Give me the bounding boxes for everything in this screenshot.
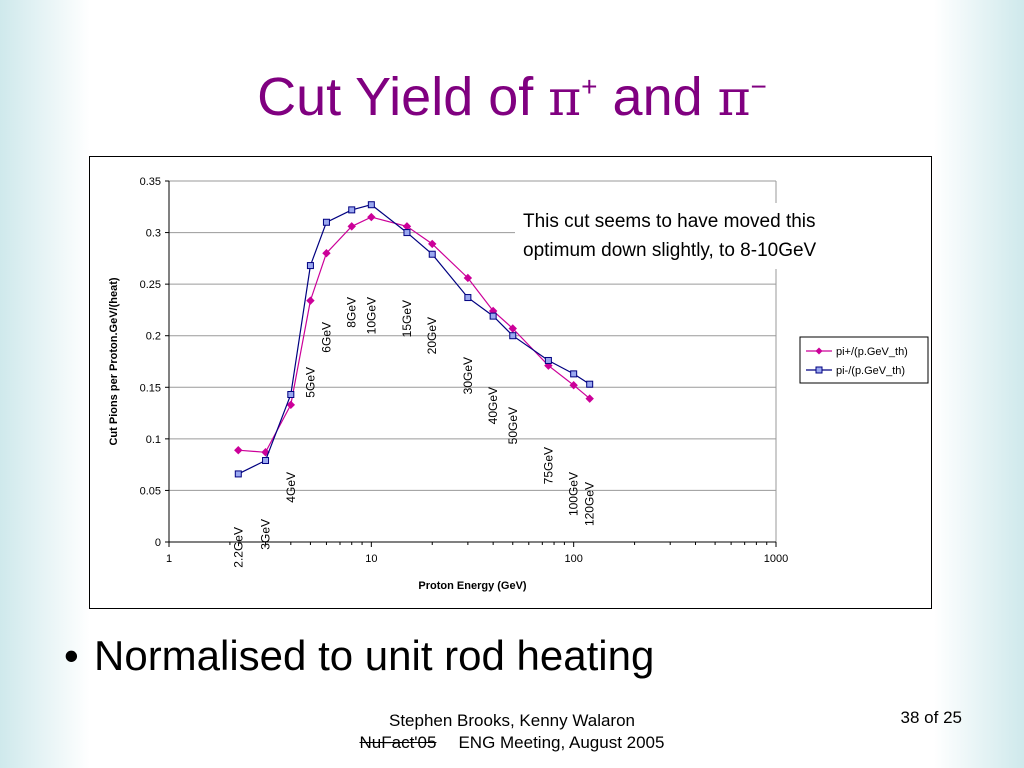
footer-conference: NuFact'05 — [359, 733, 437, 752]
x-tick-label: 10 — [365, 553, 377, 565]
energy-point-label: 5GeV — [303, 367, 317, 398]
page-number: 38 of 25 — [900, 708, 962, 727]
series-2-point — [428, 250, 436, 258]
series-2-point — [367, 201, 375, 209]
series-2-point — [306, 262, 314, 270]
series-1-point — [234, 445, 243, 455]
series-1-point — [306, 296, 315, 305]
series-1-point — [402, 222, 412, 231]
series-2-point — [322, 218, 330, 226]
legend-marker — [815, 347, 823, 355]
series-1-point — [322, 248, 331, 258]
series-1-point — [463, 273, 473, 283]
footer-line2: NuFact'05 ENG Meeting, August 2005 — [330, 732, 694, 754]
energy-point-label: 50GeV — [506, 407, 520, 444]
series-1-point — [286, 400, 296, 410]
legend-label: pi+/(p.GeV_th) — [836, 346, 908, 358]
series-1-point — [261, 448, 270, 457]
title-prefix: Cut Yield of — [257, 67, 549, 127]
y-tick-label: 0.1 — [146, 434, 161, 446]
series-2-point — [234, 470, 242, 478]
series-2-point — [544, 356, 552, 364]
bullet-dot: • — [64, 632, 79, 679]
energy-point-label: 8GeV — [345, 297, 359, 328]
footer-authors: Stephen Brooks, Kenny Walaron NuFact'05 E… — [330, 710, 694, 754]
x-tick-label: 1 — [166, 553, 172, 565]
series-1-point — [585, 394, 594, 403]
cut-yield-chart: 0 0.05 0.1 0.15 0.2 0.25 0.3 0.35 1 10 100 1000 Prot… — [108, 176, 929, 592]
series-2-point — [464, 294, 472, 302]
legend-box — [799, 336, 929, 384]
series-2-point — [570, 370, 578, 378]
series-1-point — [428, 239, 437, 249]
energy-point-label: 120GeV — [583, 482, 597, 526]
title-pi-plus: π — [548, 69, 582, 127]
energy-point-label: 10GeV — [364, 297, 378, 334]
series-2-point — [348, 206, 356, 214]
series-2-point — [403, 229, 411, 237]
energy-point-label: 75GeV — [541, 447, 555, 484]
bullet-item: • Normalised to unit rod heating — [64, 628, 654, 684]
y-tick-label: 0.2 — [146, 331, 161, 343]
chart-frame: 0 0.05 0.1 0.15 0.2 0.25 0.3 0.35 1 10 100 1000 Prot… — [89, 156, 932, 609]
energy-point-label: 3GeV — [259, 519, 273, 550]
energy-point-label: 6GeV — [319, 322, 333, 353]
series-1-point — [347, 222, 356, 231]
annotation-text: optimum down slightly, to 8-10GeV — [523, 240, 817, 261]
y-tick-label: 0.15 — [140, 382, 161, 394]
y-tick-label: 0.3 — [146, 228, 161, 240]
x-tick-label: 100 — [564, 553, 582, 565]
title-plus-sign: + — [581, 71, 598, 102]
bullet-text: Normalised to unit rod heating — [94, 632, 655, 679]
footer-meeting: ENG Meeting, August 2005 — [458, 733, 665, 752]
energy-point-label: 20GeV — [425, 317, 439, 354]
energy-point-label: 30GeV — [461, 357, 475, 394]
series-1-point — [508, 324, 517, 333]
energy-point-label: 40GeV — [486, 387, 500, 424]
title-minus-sign: − — [750, 71, 767, 102]
slide-title: Cut Yield of π+ and π− — [0, 62, 1024, 133]
energy-point-label: 15GeV — [400, 300, 414, 337]
series-1-point — [569, 381, 578, 390]
y-tick-label: 0.35 — [140, 176, 161, 188]
series-1-point — [367, 212, 376, 222]
energy-point-label: 2.2GeV — [231, 527, 245, 568]
y-axis-label: Cut Pions per Proton.GeV/(heat) — [108, 277, 120, 445]
y-tick-label: 0.25 — [140, 279, 161, 291]
y-tick-label: 0 — [155, 537, 161, 549]
legend-marker — [815, 366, 823, 374]
series-2-point — [586, 380, 594, 388]
title-pi-minus: π — [717, 69, 751, 127]
series-2-point — [262, 457, 270, 465]
series-2-point — [489, 312, 497, 320]
y-tick-label: 0.05 — [140, 485, 161, 497]
legend-label: pi-/(p.GeV_th) — [836, 365, 905, 377]
energy-point-label: 100GeV — [567, 472, 581, 516]
annotation-text: This cut seems to have moved this — [523, 211, 816, 232]
annotation-box — [515, 203, 925, 269]
title-and: and — [597, 67, 718, 127]
x-axis-label: Proton Energy (GeV) — [418, 580, 527, 592]
x-tick-label: 1000 — [764, 553, 788, 565]
footer-line1: Stephen Brooks, Kenny Walaron — [388, 711, 635, 730]
series-2-point — [287, 391, 295, 399]
energy-point-label: 4GeV — [284, 472, 298, 503]
series-2-point — [509, 332, 517, 340]
